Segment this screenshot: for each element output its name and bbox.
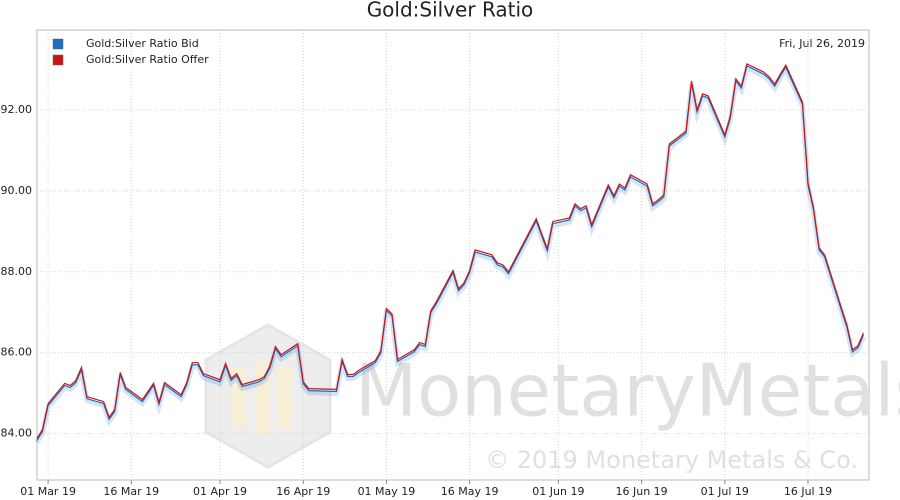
y-tick-label: 84.00 [1,427,33,440]
x-tick-label: 16 May 19 [441,485,499,498]
x-tick-label: 01 Apr 19 [193,485,247,498]
copyright: © 2019 Monetary Metals & Co. [485,446,858,474]
chart-title: Gold:Silver Ratio [367,0,534,22]
x-tick-label: 16 Jul 19 [784,485,832,498]
y-tick-label: 88.00 [1,265,33,278]
x-tick-label: 01 Mar 19 [20,485,76,498]
legend-swatch [52,54,64,66]
annotation: Fri, Jul 26, 2019 [779,37,865,50]
plot-frame [36,29,870,481]
legend-swatch [52,38,64,50]
logo [204,323,332,469]
legend-label: Gold:Silver Ratio Offer [86,53,209,66]
legend-label: Gold:Silver Ratio Bid [86,37,199,50]
lines [34,63,866,444]
y-tick-label: 90.00 [1,184,33,197]
watermark: MonetaryMetals [355,349,900,433]
x-tick-label: 01 May 19 [358,485,416,498]
grid [37,30,869,480]
x-tick-label: 16 Apr 19 [276,485,330,498]
y-tick-label: 92.00 [1,103,33,116]
x-tick-label: 01 Jul 19 [701,485,749,498]
x-tick-label: 16 Mar 19 [103,485,159,498]
x-tick-label: 01 Jun 19 [532,485,584,498]
y-tick-label: 86.00 [1,346,33,359]
legend: Gold:Silver Ratio Bid Gold:Silver Ratio O… [52,37,209,66]
series-line [36,63,865,439]
x-tick-label: 16 Jun 19 [615,485,667,498]
